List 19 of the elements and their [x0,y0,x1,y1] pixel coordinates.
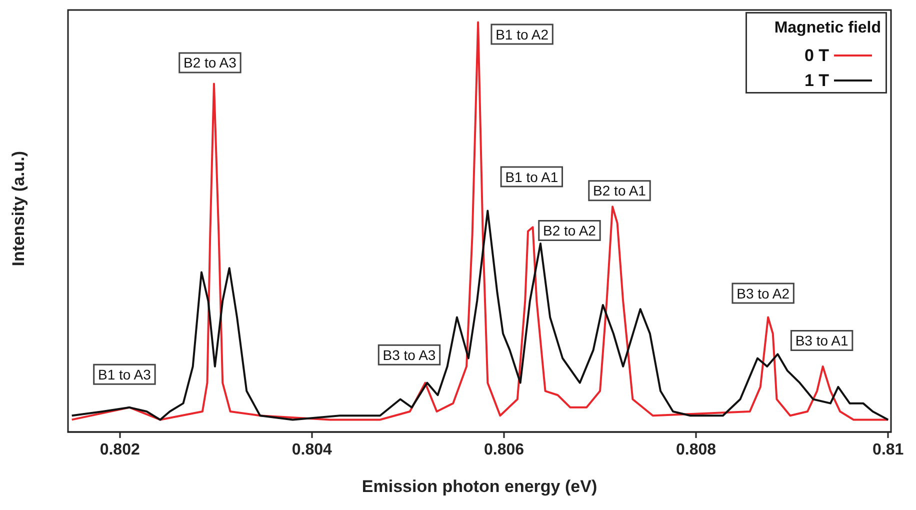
annotation: B2 to A2 [543,222,596,239]
x-tick-label: 0.81 [872,442,904,458]
x-tick-label: 0.802 [100,442,140,458]
annotation: B2 to A1 [593,182,646,199]
annotation: B1 to A2 [496,26,549,42]
annotation: B3 to A2 [736,285,790,302]
annotation: B1 to A3 [98,366,152,382]
legend-title: Magnetic field [774,20,882,36]
y-axis-title: Intensity (a.u.) [9,150,28,266]
x-axis-title: Emission photon energy (eV) [362,477,598,496]
x-tick-label: 0.806 [484,442,524,458]
x-tick-label: 0.808 [676,442,716,458]
x-tick-label: 0.804 [292,442,332,458]
annotation: B3 to A1 [795,332,848,348]
annotation: B3 to A3 [382,346,436,363]
annotation: B1 to A1 [505,168,558,185]
legend-label: 1 T [804,71,830,90]
legend-label: 0 T [804,46,830,65]
annotation: B2 to A3 [184,54,237,71]
